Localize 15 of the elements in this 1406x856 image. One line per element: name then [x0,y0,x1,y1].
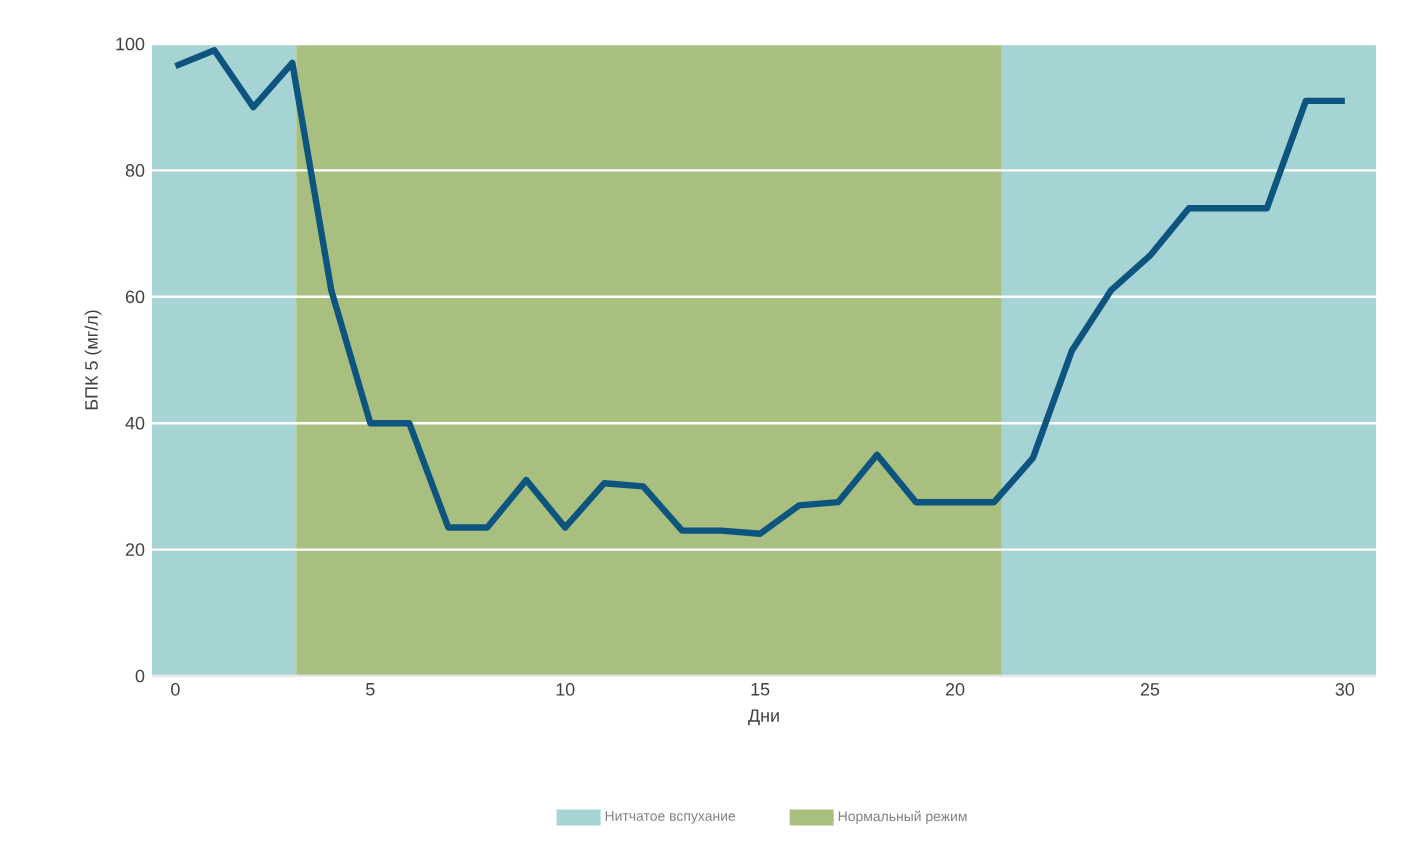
x-tick-label: 30 [1335,683,1355,696]
x-tick-label: 5 [366,683,375,696]
y-tick-label: 100 [116,37,145,51]
x-tick-label: 20 [945,683,965,696]
y-tick-label: 40 [125,416,145,430]
y-tick-label: 0 [135,669,145,683]
y-axis-title: БПК 5 (мг/л) [84,310,102,410]
x-tick-label: 0 [171,683,180,696]
x-axis-title: Дни [748,709,779,726]
y-tick-label: 20 [125,543,145,556]
x-tick-label: 15 [751,683,770,696]
y-tick-label: 60 [125,290,145,304]
x-tick-label: 10 [556,683,575,696]
y-tick-label: 80 [125,164,145,177]
x-tick-label: 25 [1140,683,1160,696]
